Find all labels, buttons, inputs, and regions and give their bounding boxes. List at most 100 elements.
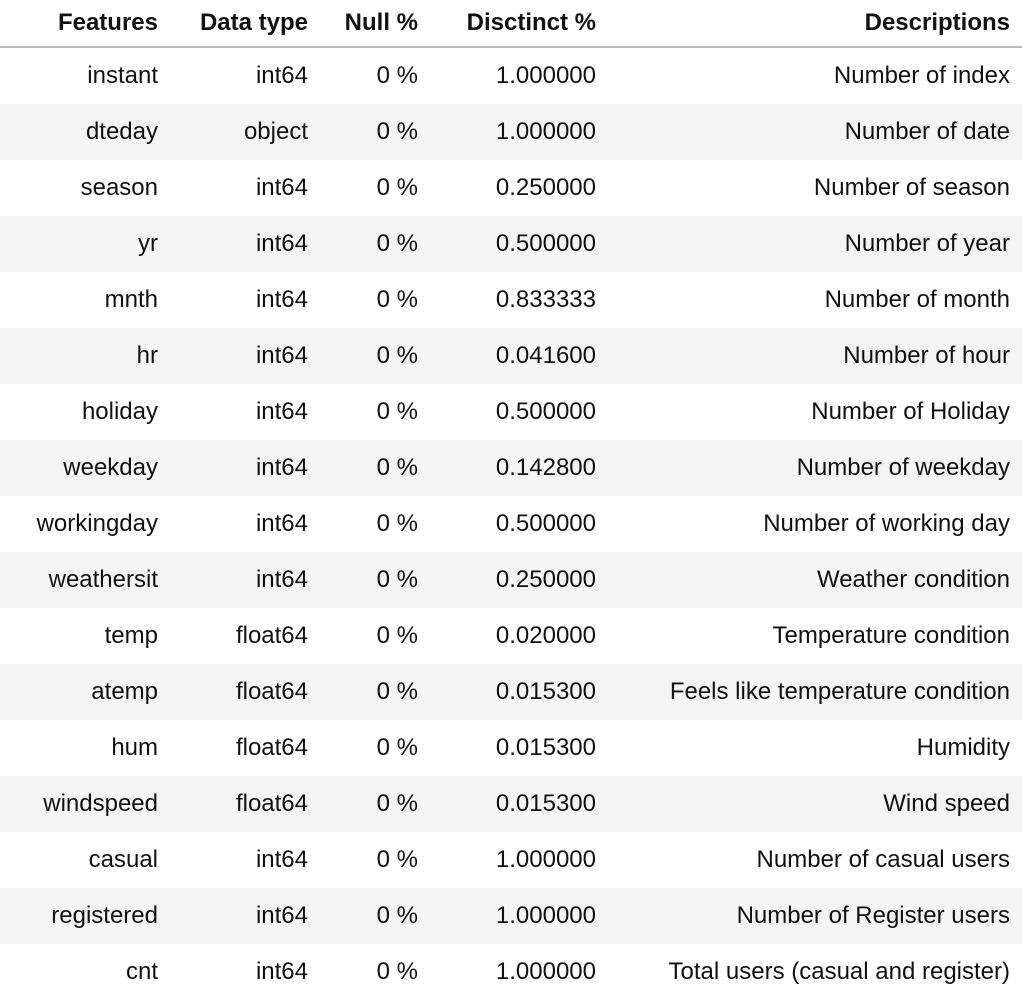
cell-data-type: int64 [170,888,320,944]
cell-description: Number of date [608,104,1022,160]
table-row: yr int64 0 % 0.500000 Number of year [0,216,1022,272]
cell-null-pct: 0 % [320,440,430,496]
cell-distinct-pct: 0.015300 [430,776,608,832]
cell-data-type: int64 [170,216,320,272]
cell-null-pct: 0 % [376,958,418,985]
cell-feature: weekday [0,440,170,496]
cell-null-pct: 0 % [376,510,418,537]
cell-null-pct: 0 % [320,776,430,832]
cell-null-pct: 0 % [376,622,418,649]
cell-feature: hr [0,328,170,384]
cell-data-type: int64 [255,286,308,313]
cell-feature: cnt [125,958,158,985]
cell-data-type: int64 [170,552,320,608]
cell-feature: hum [111,734,158,761]
cell-description: Number of year [608,216,1022,272]
cell-null-pct: 0 % [320,216,430,272]
cell-description: Number of casual users [756,846,1010,873]
cell-data-type: int64 [170,440,320,496]
cell-description: Number of Register users [608,888,1022,944]
cell-feature: registered [0,888,170,944]
cell-feature: dteday [0,104,170,160]
cell-description: Number of weekday [608,440,1022,496]
cell-feature: atemp [0,664,170,720]
cell-data-type: float64 [235,734,308,761]
table-row: windspeed float64 0 % 0.015300 Wind speed [0,776,1022,832]
cell-distinct-pct: 0.500000 [430,216,608,272]
header-descriptions: Descriptions [608,0,1022,48]
cell-data-type: float64 [170,776,320,832]
cell-description: Number of season [813,174,1010,201]
header-row: Features Data type Null % Disctinct % De… [0,0,1022,48]
cell-feature: instant [87,62,158,89]
cell-data-type: object [170,104,320,160]
table-row: hr int64 0 % 0.041600 Number of hour [0,328,1022,384]
header-null-pct: Null % [320,0,430,48]
cell-distinct-pct: 0.250000 [495,174,596,201]
cell-null-pct: 0 % [376,398,418,425]
cell-distinct-pct: 0.500000 [495,398,596,425]
cell-null-pct: 0 % [376,174,418,201]
table-row: registered int64 0 % 1.000000 Number of Regi… [0,888,1022,944]
table-row: instant int64 0 % 1.000000 Number of index [0,47,1022,104]
cell-data-type: float64 [235,622,308,649]
cell-description: Total users (casual and register) [668,958,1010,985]
cell-feature: casual [88,846,158,873]
header-features: Features [0,0,170,48]
cell-distinct-pct: 1.000000 [430,104,608,160]
cell-distinct-pct: 1.000000 [495,958,596,985]
cell-feature: yr [0,216,170,272]
cell-feature: temp [104,622,158,649]
cell-feature: workingday [36,510,158,537]
cell-null-pct: 0 % [320,664,430,720]
cell-data-type: int64 [255,958,308,985]
cell-feature: mnth [104,286,158,313]
table-header: Features Data type Null % Disctinct % De… [0,0,1022,48]
table-row: temp float64 0 % 0.020000 Temperature condit… [0,608,1022,664]
cell-description: Weather condition [608,552,1022,608]
cell-feature: holiday [81,398,158,425]
header-distinct-pct: Disctinct % [430,0,608,48]
table-row: holiday int64 0 % 0.500000 Number of Holiday [0,384,1022,440]
cell-description: Wind speed [608,776,1022,832]
table-row: hum float64 0 % 0.015300 Humidity [0,720,1022,776]
table-row: dteday object 0 % 1.000000 Number of date [0,104,1022,160]
cell-feature: windspeed [0,776,170,832]
cell-description: Humidity [916,734,1010,761]
cell-null-pct: 0 % [320,328,430,384]
cell-distinct-pct: 0.833333 [495,286,596,313]
cell-description: Temperature condition [772,622,1010,649]
cell-description: Number of hour [608,328,1022,384]
cell-description: Feels like temperature condition [608,664,1022,720]
cell-distinct-pct: 0.015300 [430,664,608,720]
cell-data-type: int64 [255,510,308,537]
table-row: cnt int64 0 % 1.000000 Total users (casual a… [0,944,1022,1000]
cell-description: Number of working day [763,510,1010,537]
cell-null-pct: 0 % [376,286,418,313]
table-row: season int64 0 % 0.250000 Number of season [0,160,1022,216]
cell-distinct-pct: 1.000000 [495,846,596,873]
cell-distinct-pct: 0.041600 [430,328,608,384]
cell-data-type: int64 [170,328,320,384]
cell-data-type: int64 [255,398,308,425]
cell-distinct-pct: 0.250000 [430,552,608,608]
cell-distinct-pct: 0.015300 [495,734,596,761]
table-row: atemp float64 0 % 0.015300 Feels like temper… [0,664,1022,720]
cell-null-pct: 0 % [376,62,418,89]
cell-null-pct: 0 % [320,888,430,944]
cell-data-type: int64 [255,846,308,873]
cell-null-pct: 0 % [376,734,418,761]
cell-feature: weathersit [0,552,170,608]
cell-null-pct: 0 % [320,104,430,160]
table-row: casual int64 0 % 1.000000 Number of casual u… [0,832,1022,888]
cell-description: Number of index [833,62,1010,89]
table-row: weathersit int64 0 % 0.250000 Weather condit… [0,552,1022,608]
cell-distinct-pct: 1.000000 [430,888,608,944]
cell-feature: season [80,174,158,201]
table-row: weekday int64 0 % 0.142800 Number of weekday [0,440,1022,496]
table-body: instant int64 0 % 1.000000 Number of index dt… [0,47,1022,1000]
cell-null-pct: 0 % [376,846,418,873]
cell-distinct-pct: 0.020000 [495,622,596,649]
table-row: workingday int64 0 % 0.500000 Number of work… [0,496,1022,552]
